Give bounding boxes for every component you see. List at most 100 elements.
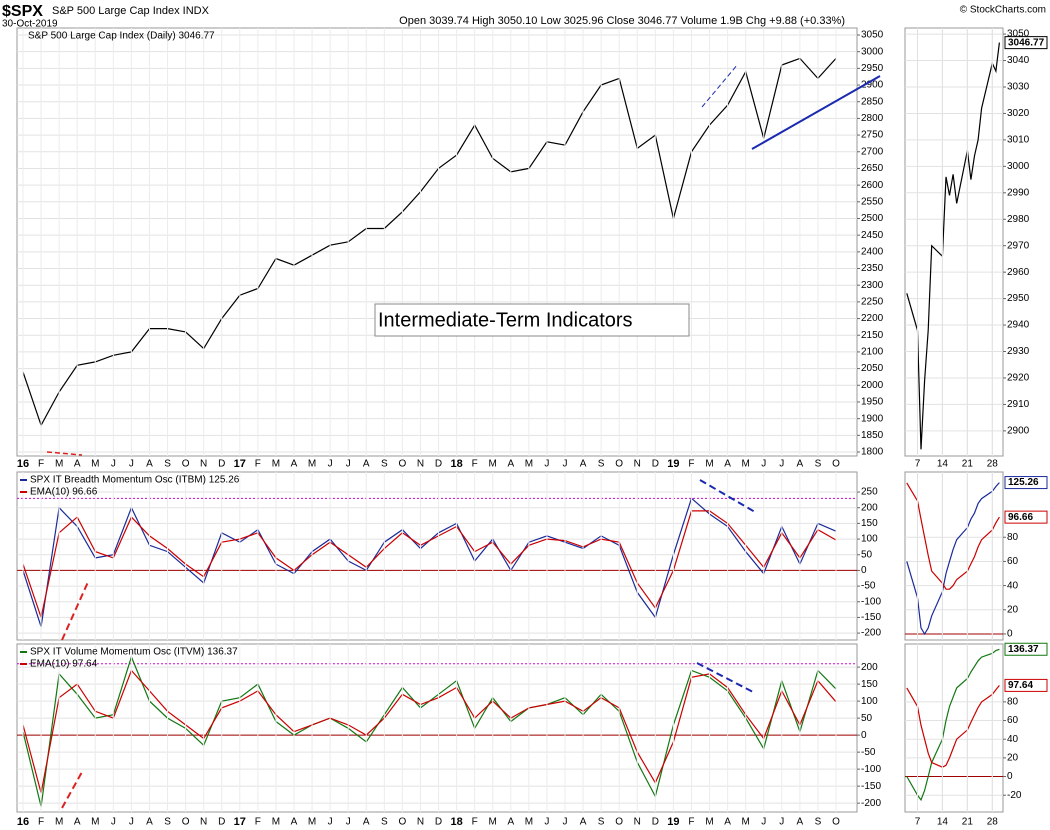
trendline — [61, 771, 83, 809]
y-tick-label: 0 — [1007, 629, 1013, 640]
x-tick-label: J — [111, 817, 116, 828]
quote: Open 3039.74 High 3050.10 Low 3025.96 Cl… — [399, 15, 845, 27]
x-tick-label: S — [381, 817, 388, 828]
x-tick-label: O — [399, 817, 407, 828]
legend-label: SPX IT Volume Momentum Osc (ITVM) 136.37 — [30, 647, 238, 658]
x-tick-label: A — [797, 817, 804, 828]
series-line — [906, 42, 1000, 450]
y-tick-label: 2700 — [861, 146, 884, 157]
x-tick-label: O — [615, 459, 623, 470]
x-tick-label: J — [563, 817, 568, 828]
date: 30-Oct-2019 — [2, 19, 58, 30]
y-tick-label: 200 — [861, 662, 878, 673]
y-tick-label: 250 — [861, 487, 878, 498]
y-tick-label: -150 — [861, 612, 881, 623]
y-tick-label: 0 — [1007, 771, 1013, 782]
x-tick-label: A — [580, 459, 587, 470]
x-tick-label: N — [634, 817, 641, 828]
symbol: $SPX — [2, 3, 43, 20]
y-tick-label: 2920 — [1007, 373, 1030, 384]
panel-frame — [904, 471, 1004, 641]
value-box — [1004, 510, 1048, 524]
x-tick-label: A — [507, 817, 514, 828]
x-tick-label: S — [164, 817, 171, 828]
y-tick-label: 60 — [1007, 556, 1019, 567]
y-tick-label: 40 — [1007, 734, 1019, 745]
x-tick-label: D — [435, 817, 442, 828]
y-tick-label: 100 — [861, 534, 878, 545]
x-tick-label: D — [218, 459, 225, 470]
x-tick-label: D — [435, 459, 442, 470]
x-tick-label: M — [308, 459, 316, 470]
x-tick-label: M — [705, 817, 713, 828]
x-tick-label: N — [200, 817, 207, 828]
x-tick-label: A — [146, 817, 153, 828]
y-tick-label: 1950 — [861, 397, 884, 408]
x-tick-label: F — [255, 459, 261, 470]
x-tick-label: N — [634, 459, 641, 470]
series-line — [906, 482, 1000, 636]
series-line — [22, 510, 837, 620]
x-tick-label: M — [55, 459, 63, 470]
y-tick-label: 1800 — [861, 447, 884, 458]
series-line — [906, 685, 1000, 768]
x-tick-label: 7 — [915, 817, 921, 828]
y-tick-label: 40 — [1007, 580, 1019, 591]
x-tick-label: 21 — [962, 817, 974, 828]
y-tick-label: 200 — [861, 502, 878, 513]
value-label: 3046.77 — [1008, 37, 1045, 48]
value-label: 97.64 — [1008, 680, 1033, 691]
x-tick-label: A — [363, 459, 370, 470]
y-tick-label: -200 — [861, 628, 881, 639]
y-tick-label: 20 — [1007, 604, 1019, 615]
x-tick-label: 19 — [667, 816, 679, 828]
source: © StockCharts.com — [960, 5, 1046, 16]
x-tick-label: S — [815, 817, 822, 828]
x-tick-label: M — [91, 817, 99, 828]
x-tick-label: J — [328, 459, 333, 470]
y-tick-label: 2300 — [861, 280, 884, 291]
y-tick-label: 2990 — [1007, 187, 1030, 198]
y-tick-label: 150 — [861, 518, 878, 529]
x-tick-label: A — [507, 459, 514, 470]
x-tick-label: J — [111, 459, 116, 470]
x-tick-label: M — [308, 817, 316, 828]
x-tick-label: O — [399, 459, 407, 470]
x-tick-label: 16 — [17, 458, 29, 470]
value-label: 136.37 — [1008, 644, 1039, 655]
value-box — [1004, 36, 1048, 50]
x-tick-label: 19 — [667, 458, 679, 470]
x-tick-label: A — [74, 459, 81, 470]
y-tick-label: 100 — [861, 696, 878, 707]
x-tick-label: O — [615, 817, 623, 828]
x-tick-label: M — [489, 817, 497, 828]
y-tick-label: 2800 — [861, 113, 884, 124]
x-tick-label: D — [652, 459, 659, 470]
y-tick-label: 2940 — [1007, 320, 1030, 331]
x-tick-label: S — [598, 459, 605, 470]
x-tick-label: 14 — [937, 817, 949, 828]
y-tick-label: 3020 — [1007, 108, 1030, 119]
x-tick-label: M — [705, 459, 713, 470]
y-tick-label: -50 — [861, 747, 876, 758]
x-tick-label: O — [832, 817, 840, 828]
y-tick-label: 2950 — [1007, 293, 1030, 304]
x-tick-label: J — [779, 459, 784, 470]
x-tick-label: J — [129, 459, 134, 470]
x-tick-label: A — [146, 459, 153, 470]
value-label: 96.66 — [1008, 512, 1033, 523]
y-tick-label: -50 — [861, 581, 876, 592]
y-tick-label: 3030 — [1007, 82, 1030, 93]
trendline — [751, 75, 881, 150]
series-line — [22, 57, 837, 427]
x-tick-label: F — [38, 459, 44, 470]
x-tick-label: 7 — [915, 459, 921, 470]
x-tick-label: J — [563, 459, 568, 470]
trendline — [701, 63, 739, 108]
x-tick-label: A — [363, 817, 370, 828]
x-tick-label: A — [724, 817, 731, 828]
y-tick-label: 2650 — [861, 163, 884, 174]
y-tick-label: 2150 — [861, 330, 884, 341]
y-tick-label: 1900 — [861, 413, 884, 424]
y-tick-label: 80 — [1007, 697, 1019, 708]
